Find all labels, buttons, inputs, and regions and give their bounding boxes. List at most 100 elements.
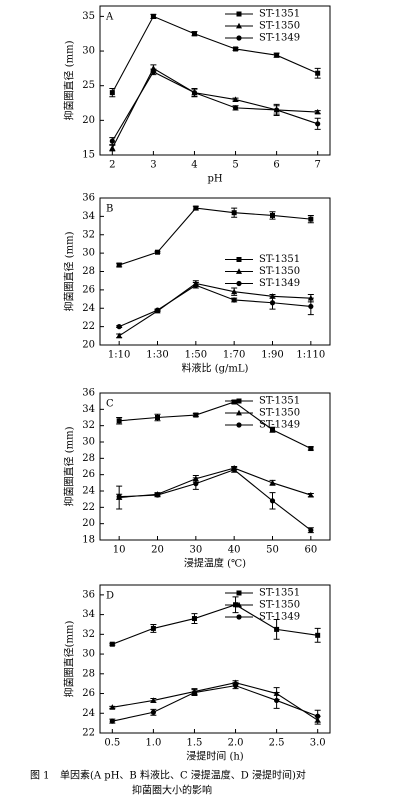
marker [193,282,199,288]
marker [314,108,321,115]
y-tick-label: 32 [82,420,95,431]
marker [274,626,280,632]
marker [109,641,115,647]
series-line [119,469,312,531]
legend-label: ST-1349 [259,420,300,431]
marker [150,709,156,715]
series-line [111,15,318,93]
y-axis-label: 抑菌圈直径 (mm) [63,426,76,506]
x-tick-label: 2.5 [269,738,285,749]
y-tick-label: 15 [82,150,95,161]
marker [109,718,115,724]
x-axis-label: 浸提时间 (h) [186,750,244,763]
y-tick-label: 36 [82,193,95,204]
y-tick-label: 32 [82,629,95,640]
panel-label: D [106,591,114,602]
plot-frame [99,5,331,156]
marker [308,446,314,452]
y-tick-label: 30 [82,437,95,448]
series-line [119,401,312,450]
x-tick-label: 1.0 [145,738,161,749]
y-tick-label: 26 [82,469,95,480]
marker [231,210,237,216]
marker [232,96,239,102]
x-tick-label: 1:50 [185,350,207,361]
marker [236,601,242,608]
series-line [118,207,311,266]
marker [155,249,160,255]
y-tick-label: 22 [82,502,95,513]
marker [236,398,242,404]
marker [150,13,156,19]
marker [269,300,276,306]
marker [270,427,275,433]
legend-label: ST-1351 [259,254,300,265]
marker [231,399,237,405]
x-axis-label: pH [207,174,222,185]
y-tick-label: 34 [82,211,95,222]
marker [193,205,199,211]
x-tick-label: 3.0 [310,738,326,749]
caption-line: 单因素(A pH、B 料液比、C 浸提温度、D 浸提时间)对 [60,769,306,782]
y-tick-label: 22 [82,321,95,332]
marker [236,590,242,596]
marker [307,491,314,498]
series-line [118,284,311,328]
y-tick-label: 24 [82,303,95,314]
marker [231,288,238,295]
legend-label: ST-1349 [259,33,300,44]
marker [191,90,198,96]
marker [109,90,115,96]
y-tick-label: 28 [82,266,95,277]
panel-label: A [105,12,114,23]
x-tick-label: 7 [314,160,320,171]
y-tick-label: 26 [82,688,95,699]
y-tick-label: 36 [82,388,95,399]
y-tick-label: 30 [82,649,95,660]
panel-label: B [106,204,113,215]
y-axis-label: 抑菌圈直径 (mm) [63,231,76,311]
y-tick-label: 34 [82,404,95,415]
y-tick-label: 24 [82,486,95,497]
series-line [119,467,312,499]
marker [109,144,116,151]
marker [154,307,161,313]
marker [308,303,314,310]
marker [109,138,115,144]
marker [236,35,242,41]
x-tick-label: 1:90 [261,350,283,361]
marker [232,105,239,111]
marker [236,409,242,416]
plot-frame [99,392,331,541]
x-axis-label: 料液比 (g/mL) [182,362,249,375]
x-tick-label: 0.5 [104,738,120,749]
marker [274,52,280,58]
series-line [112,685,318,722]
marker [236,614,242,620]
marker [193,412,199,418]
marker [236,11,242,17]
legend-label: ST-1351 [259,396,300,407]
marker [116,324,122,330]
marker [150,625,156,631]
marker [315,632,321,638]
plot-frame [99,584,331,734]
x-tick-label: 4 [191,160,197,171]
y-tick-label: 30 [82,248,95,259]
legend-label: ST-1350 [259,408,300,419]
marker [270,212,275,218]
marker [236,280,242,287]
marker [191,616,197,622]
marker [236,268,242,274]
y-tick-label: 34 [82,609,95,620]
series-line [112,604,318,645]
y-tick-label: 28 [82,668,95,679]
marker [308,527,314,533]
marker [274,697,280,704]
x-tick-label: 1.5 [187,738,203,749]
y-tick-label: 18 [82,535,95,546]
x-tick-label: 50 [266,545,279,556]
x-tick-label: 2.0 [228,738,244,749]
x-tick-label: 6 [273,160,279,171]
caption-label: 图 1 [30,770,50,782]
